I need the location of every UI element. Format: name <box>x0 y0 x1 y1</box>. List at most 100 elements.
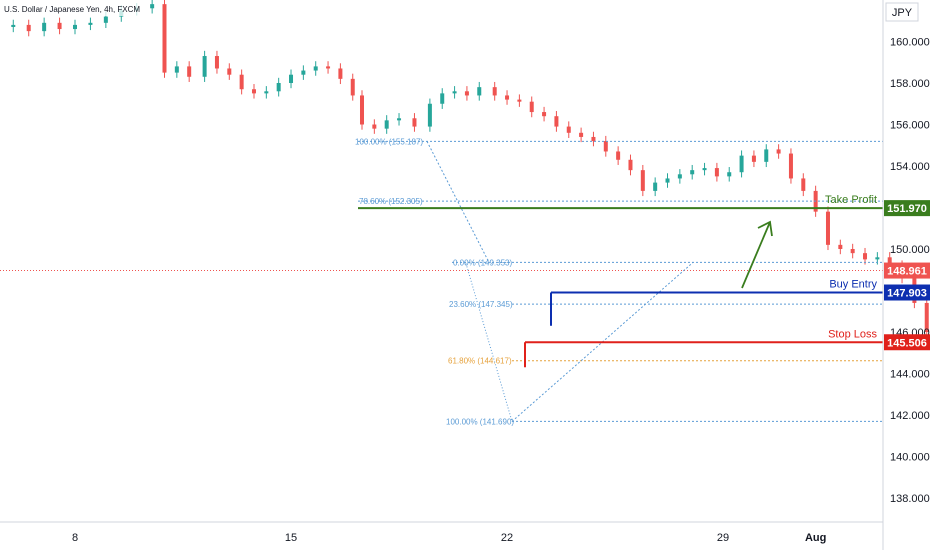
price-tick-label: 160.000 <box>890 37 930 49</box>
fib-lower-trend-line <box>465 263 513 422</box>
chart-title: U.S. Dollar / Japanese Yen, 4h, FXCM <box>4 5 140 14</box>
buy-entry-label: Buy Entry <box>829 279 877 291</box>
fib-lower-label: 23.60% (147.345) <box>449 300 513 309</box>
candle-body <box>863 253 868 260</box>
candle-body <box>825 211 830 245</box>
candle-body <box>677 174 682 179</box>
candle-body <box>162 4 167 73</box>
currency-label: JPY <box>892 7 913 19</box>
candle-body <box>739 155 744 173</box>
candle-body <box>11 24 16 27</box>
buy-entry-badge-text: 147.903 <box>887 288 927 300</box>
candle-body <box>227 68 232 75</box>
candle-body <box>875 257 880 260</box>
fib-lower-label: 100.00% (141.690) <box>446 417 514 426</box>
fib-lower-label: 61.80% (144.617) <box>448 357 512 366</box>
price-tick-label: 156.000 <box>890 120 930 132</box>
candle-body <box>690 170 695 175</box>
take-profit-badge-text: 151.970 <box>887 203 927 215</box>
fib-upper-label: 100.00% (155.187) <box>355 137 423 146</box>
candle-body <box>202 56 207 77</box>
candle-body <box>702 168 707 171</box>
candle-body <box>788 153 793 179</box>
candle-body <box>88 22 93 25</box>
time-tick-label: 8 <box>72 532 78 544</box>
title-backdrop <box>0 0 150 16</box>
time-tick-label: 22 <box>501 532 513 544</box>
candle-body <box>801 178 806 191</box>
time-axis[interactable]: 8152229Aug6121926 <box>72 532 932 544</box>
candle-body <box>251 89 256 94</box>
candle-body <box>73 24 77 30</box>
candle-body <box>174 66 179 73</box>
candle-body <box>427 103 432 127</box>
candle-body <box>372 124 377 129</box>
time-tick-label: Aug <box>805 532 826 544</box>
candle-body <box>591 136 596 142</box>
time-tick-label: 29 <box>717 532 729 544</box>
candle-body <box>838 244 843 249</box>
candle-body <box>289 74 294 83</box>
candle-body <box>440 93 445 104</box>
projection-arrow-shaft <box>741 221 771 289</box>
current-price-badge <box>884 262 930 279</box>
price-tick-label: 158.000 <box>890 78 930 90</box>
candle-body <box>492 87 497 96</box>
candle-body <box>276 83 281 92</box>
candles <box>11 0 929 338</box>
candle-body <box>640 170 645 191</box>
price-tick-label: 138.000 <box>890 493 930 505</box>
candle-body <box>887 257 892 266</box>
candle-body <box>412 118 417 127</box>
candle-body <box>764 149 769 162</box>
stop-loss-label: Stop Loss <box>828 328 877 340</box>
fib-upper-label: 78.60% (152.305) <box>359 197 423 206</box>
candle-body <box>616 151 621 160</box>
candle-body <box>26 24 31 32</box>
candle-body <box>665 178 670 183</box>
candle-body <box>42 22 47 32</box>
candle-body <box>653 182 658 191</box>
candle-body <box>103 16 108 23</box>
candle-body <box>452 91 457 94</box>
candle-body <box>264 91 269 94</box>
candle-body <box>850 249 855 254</box>
candle-body <box>517 99 522 102</box>
fib-upper-label: 0.00% (149.353) <box>453 258 512 267</box>
overlays: 100.00% (155.187) 78.60% (152.305) 0.00% (… <box>0 137 883 426</box>
buy-entry-badge <box>884 284 930 301</box>
candle-body <box>350 78 355 96</box>
candle-body <box>464 91 469 96</box>
candle-body <box>751 155 756 162</box>
candle-body <box>579 132 584 137</box>
candle-body <box>924 302 929 332</box>
currency-box[interactable] <box>885 2 919 22</box>
candle-body <box>397 118 402 121</box>
price-tick-label: 144.000 <box>890 369 930 381</box>
candle-body <box>384 120 389 129</box>
candle-body <box>214 56 219 69</box>
price-badges: 151.970 148.961 147.903 145.506 <box>884 200 930 351</box>
fib-upper-trend-line <box>426 141 490 263</box>
candle-body <box>57 22 62 30</box>
time-tick-label: 15 <box>285 532 297 544</box>
candle-body <box>313 66 318 71</box>
stop-loss-badge <box>884 334 930 351</box>
candle-body <box>326 66 331 69</box>
candle-body <box>187 66 192 77</box>
candle-body <box>628 159 633 171</box>
candle-body <box>150 4 155 9</box>
candle-body <box>239 74 244 90</box>
stop-loss-badge-text: 145.506 <box>887 337 927 349</box>
candle-body <box>603 141 608 152</box>
candle-body <box>776 149 781 154</box>
candle-body <box>338 68 343 79</box>
candle-body <box>542 112 547 117</box>
price-tick-label: 140.000 <box>890 452 930 464</box>
candle-body <box>554 116 559 127</box>
candle-body <box>529 101 534 113</box>
candle-body <box>566 126 571 133</box>
candle-body <box>714 168 719 177</box>
